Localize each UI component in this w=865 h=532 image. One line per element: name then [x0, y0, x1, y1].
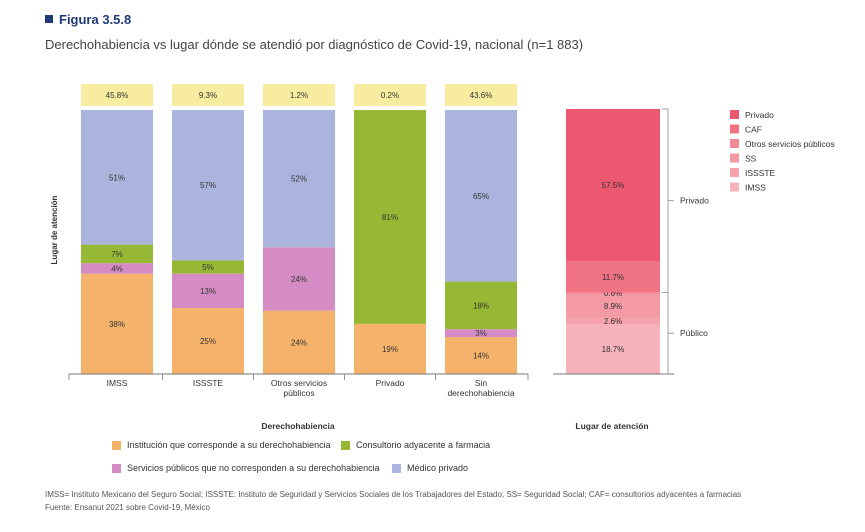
- top-label-box: [263, 84, 335, 106]
- bar-value-label: 19%: [382, 345, 398, 354]
- bar-segment: [172, 308, 244, 374]
- bar-value-label: 18%: [473, 301, 489, 310]
- bar-segment: [263, 110, 335, 248]
- top-label: 9.3%: [199, 91, 217, 100]
- bar-value-label: 57.5%: [602, 181, 625, 190]
- bar-value-label: 81%: [382, 213, 398, 222]
- figure-label-text: Figura 3.5.8: [59, 12, 132, 27]
- legend-label: ISSSTE: [745, 168, 776, 178]
- top-label-box: [81, 84, 153, 106]
- bar-value-label: 24%: [291, 275, 307, 284]
- x-tick-label: Sin: [475, 378, 488, 388]
- bar-segment: [445, 337, 517, 374]
- bar-segment: [354, 110, 426, 324]
- figure-label: Figura 3.5.8: [45, 12, 131, 27]
- bar-value-label: 2.6%: [604, 317, 622, 326]
- x-tick-label: derechohabiencia: [447, 388, 514, 398]
- bar-segment: [172, 110, 244, 261]
- bar-value-label: 7%: [111, 250, 123, 259]
- legend-label: SS: [745, 154, 757, 164]
- bar-segment: [566, 324, 660, 374]
- x-axis-title: Derechohabiencia: [261, 421, 334, 431]
- bar-segment: [566, 292, 660, 294]
- figure-title: Derechohabiencia vs lugar dónde se atend…: [45, 37, 584, 52]
- top-label-box: [445, 84, 517, 106]
- bar-value-label: 24%: [291, 338, 307, 347]
- legend-swatch: [112, 463, 121, 473]
- bar-segment: [566, 293, 660, 318]
- legend-swatch: [730, 110, 739, 119]
- bar-segment: [445, 281, 517, 330]
- bracket-label: Público: [680, 328, 708, 338]
- x-axis-title: Lugar de atención: [575, 421, 648, 431]
- bar-segment: [81, 273, 153, 374]
- x-tick-label: IMSS: [107, 378, 128, 388]
- bar-value-label: 52%: [291, 175, 307, 184]
- legend-label: Otros servicios públicos: [745, 139, 835, 149]
- legend-item-servicios-publicos: Servicios públicos que no corresponden a…: [112, 463, 380, 473]
- bar-value-label: 65%: [473, 192, 489, 201]
- bar-value-label: 18.7%: [602, 345, 625, 354]
- bar-segment: [566, 261, 660, 293]
- bar-segment: [172, 260, 244, 274]
- legend-label: IMSS: [745, 183, 766, 193]
- legend-label: Servicios públicos que no corresponden a…: [127, 463, 380, 473]
- bar-value-label: 25%: [200, 337, 216, 346]
- x-tick-label: ISSSTE: [193, 378, 224, 388]
- bar-segment: [445, 110, 517, 282]
- x-tick-label: Otros servicios: [271, 378, 327, 388]
- legend-swatch: [730, 153, 739, 163]
- legend-swatch: [730, 139, 739, 148]
- legend-label: Institución que corresponde a su derecho…: [127, 440, 331, 450]
- bar-value-label: 5%: [202, 263, 214, 272]
- top-label: 45.8%: [106, 91, 129, 100]
- top-label: 0.2%: [381, 91, 399, 100]
- legend-swatch: [730, 168, 739, 177]
- top-label: 43.6%: [470, 91, 493, 100]
- bar-value-label: 13%: [200, 287, 216, 296]
- bar-value-label: 51%: [109, 173, 125, 182]
- bar-segment: [81, 110, 153, 245]
- legend-item-medico-privado: Médico privado: [392, 463, 468, 473]
- bar-segment: [354, 323, 426, 374]
- footnote-abbreviations: IMSS= Instituto Mexicano del Seguro Soci…: [45, 490, 742, 499]
- legend-swatch: [730, 124, 739, 134]
- legend-item-institucion: Institución que corresponde a su derecho…: [112, 440, 331, 450]
- bar-segment: [81, 244, 153, 264]
- bar-segment: [81, 263, 153, 274]
- legend-label: Consultorio adyacente a farmacia: [356, 440, 491, 450]
- bar-value-label: 0.6%: [604, 289, 622, 298]
- bar-segment: [566, 109, 660, 262]
- bar-segment: [445, 329, 517, 338]
- x-tick-label: públicos: [283, 388, 314, 398]
- square-icon: [45, 15, 53, 23]
- bar-value-label: 38%: [109, 320, 125, 329]
- bar-value-label: 3%: [475, 329, 487, 338]
- bar-value-label: 4%: [111, 264, 123, 273]
- bar-value-label: 11.7%: [602, 273, 624, 282]
- top-label-box: [354, 84, 426, 106]
- legend-swatch: [112, 440, 121, 450]
- top-label-box: [172, 84, 244, 106]
- bar-segment: [263, 247, 335, 311]
- bracket-label: Privado: [680, 196, 709, 206]
- bar-value-label: 14%: [473, 352, 489, 361]
- legend-swatch: [392, 463, 401, 473]
- bar-value-label: 57%: [200, 181, 216, 190]
- legend-label: Médico privado: [407, 463, 469, 473]
- bar-segment: [263, 310, 335, 374]
- legend-label: CAF: [745, 125, 762, 135]
- bar-segment: [566, 317, 660, 325]
- legend-swatch: [730, 182, 739, 192]
- legend-swatch: [341, 440, 350, 450]
- legend-label: Privado: [745, 110, 774, 120]
- bar-value-label: 8.9%: [604, 302, 622, 311]
- bar-segment: [172, 273, 244, 308]
- top-label: 1.2%: [290, 91, 308, 100]
- x-tick-label: Privado: [376, 378, 405, 388]
- y-axis-title: Lugar de atención: [50, 195, 59, 264]
- footnote-source: Fuente: Ensanut 2021 sobre Covid-19, Méx…: [45, 503, 210, 512]
- legend-item-consultorio: Consultorio adyacente a farmacia: [341, 440, 490, 450]
